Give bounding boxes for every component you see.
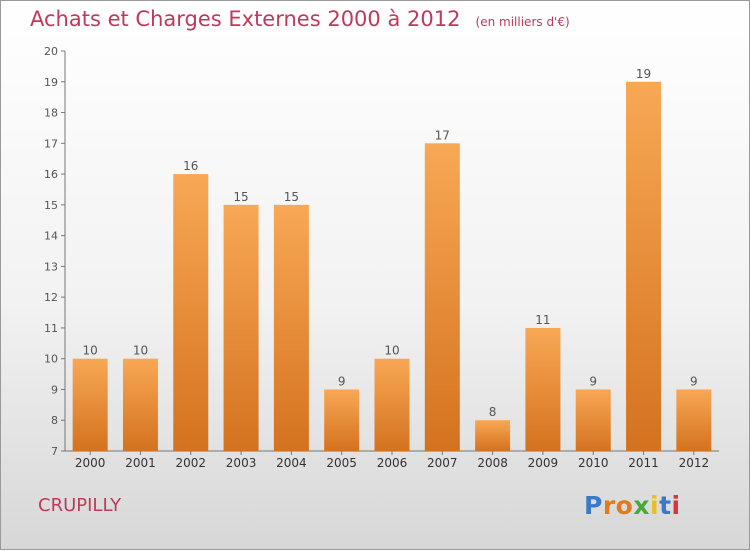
commune-name: CRUPILLY xyxy=(38,495,122,516)
bar-value-label: 19 xyxy=(636,67,651,81)
x-tick-label: 2009 xyxy=(528,456,559,470)
bar xyxy=(525,327,561,451)
x-tick-label: 2000 xyxy=(75,456,106,470)
bar xyxy=(273,204,309,451)
bar-value-label: 11 xyxy=(535,313,550,327)
y-tick-label: 15 xyxy=(44,199,58,212)
bar xyxy=(475,420,511,451)
x-tick-label: 2005 xyxy=(326,456,357,470)
bar-value-label: 9 xyxy=(690,374,698,388)
bar xyxy=(173,174,209,452)
chart-unit: (en milliers d'€) xyxy=(475,15,570,29)
bar xyxy=(122,358,158,451)
bar-value-label: 10 xyxy=(133,344,148,358)
logo-letter: o xyxy=(615,491,634,520)
bar-value-label: 15 xyxy=(233,190,248,204)
bar xyxy=(374,358,410,451)
bar-value-label: 10 xyxy=(384,344,399,358)
y-tick-label: 17 xyxy=(44,137,58,150)
y-tick-label: 14 xyxy=(44,230,58,243)
bar-value-label: 17 xyxy=(435,128,450,142)
y-tick-label: 16 xyxy=(44,168,58,181)
x-tick-label: 2008 xyxy=(477,456,508,470)
x-tick-label: 2002 xyxy=(175,456,206,470)
logo-letter: r xyxy=(602,491,616,520)
chart-title: Achats et Charges Externes 2000 à 2012 (… xyxy=(30,7,570,31)
bar xyxy=(676,389,712,451)
bar-value-label: 15 xyxy=(284,190,299,204)
y-tick-label: 7 xyxy=(51,445,58,458)
logo-letter: x xyxy=(633,491,650,520)
y-tick-label: 19 xyxy=(44,76,58,89)
x-tick-label: 2012 xyxy=(679,456,710,470)
y-tick-label: 8 xyxy=(51,414,58,427)
bar-value-label: 8 xyxy=(489,405,497,419)
bar-value-label: 10 xyxy=(83,344,98,358)
x-tick-label: 2004 xyxy=(276,456,307,470)
x-tick-label: 2006 xyxy=(377,456,408,470)
bar xyxy=(626,81,662,452)
bar xyxy=(223,204,259,451)
x-tick-label: 2001 xyxy=(125,456,156,470)
y-tick-label: 20 xyxy=(44,45,58,58)
chart-title-text: Achats et Charges Externes 2000 à 2012 xyxy=(30,7,461,31)
logo-letter: i xyxy=(650,491,660,520)
x-tick-label: 2010 xyxy=(578,456,609,470)
y-tick-label: 9 xyxy=(51,383,58,396)
x-tick-label: 2011 xyxy=(628,456,659,470)
y-tick-label: 10 xyxy=(44,353,58,366)
logo-letter: P xyxy=(584,491,603,520)
bar xyxy=(324,389,360,451)
bar-value-label: 9 xyxy=(589,374,597,388)
y-tick-label: 12 xyxy=(44,291,58,304)
y-tick-label: 11 xyxy=(44,322,58,335)
proxiti-logo: Proxiti xyxy=(584,491,681,520)
bar-value-label: 16 xyxy=(183,159,198,173)
logo-letter: t xyxy=(659,491,672,520)
logo-letter: i xyxy=(671,491,681,520)
chart-labels: 10 2000 10 2001 16 2002 15 2003 15 2004 9 2005 10 200… xyxy=(75,67,709,470)
x-tick-label: 2003 xyxy=(226,456,257,470)
y-tick-label: 18 xyxy=(44,107,58,120)
x-tick-label: 2007 xyxy=(427,456,458,470)
bar xyxy=(575,389,611,451)
bar xyxy=(72,358,108,451)
bar-value-label: 9 xyxy=(338,374,346,388)
bar xyxy=(424,143,460,452)
chart-bars xyxy=(72,81,712,452)
y-tick-label: 13 xyxy=(44,260,58,273)
